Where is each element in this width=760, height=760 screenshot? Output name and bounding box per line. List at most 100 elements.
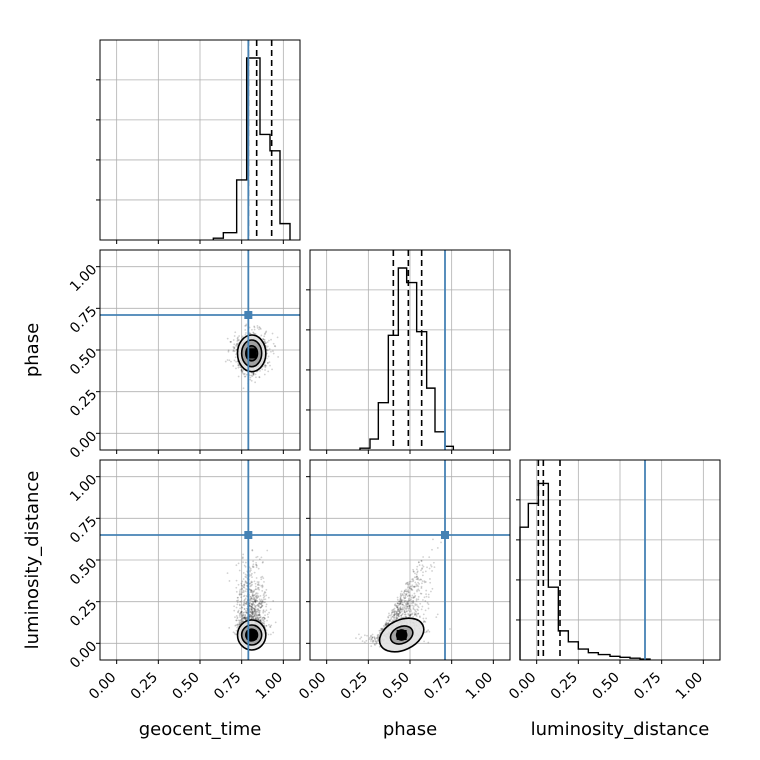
x-tick-label: 1.00 bbox=[253, 670, 286, 703]
scatter-point bbox=[243, 598, 246, 601]
scatter-point bbox=[396, 602, 399, 605]
scatter-point bbox=[379, 631, 382, 634]
scatter-point bbox=[251, 594, 254, 597]
scatter-point bbox=[253, 614, 256, 617]
scatter-point bbox=[251, 581, 254, 584]
scatter-point bbox=[250, 374, 253, 377]
scatter-point bbox=[361, 640, 364, 643]
scatter-point bbox=[391, 610, 394, 613]
scatter-point bbox=[399, 595, 402, 598]
scatter-point bbox=[379, 629, 382, 632]
scatter-point bbox=[403, 610, 406, 612]
scatter-point bbox=[257, 613, 260, 616]
scatter-point bbox=[239, 623, 241, 625]
scatter-point bbox=[371, 641, 374, 643]
scatter-point bbox=[252, 600, 254, 603]
scatter-point bbox=[358, 633, 360, 636]
scatter-point bbox=[256, 596, 259, 599]
scatter-point bbox=[252, 615, 255, 618]
scatter-point bbox=[236, 625, 239, 627]
scatter-point bbox=[261, 602, 263, 604]
scatter-point bbox=[410, 613, 413, 616]
scatter-point bbox=[251, 607, 254, 610]
scatter-point bbox=[240, 606, 243, 609]
scatter-point bbox=[404, 615, 407, 618]
scatter-point bbox=[224, 360, 227, 363]
scatter-point bbox=[250, 379, 253, 382]
scatter-point bbox=[243, 372, 246, 375]
scatter-point bbox=[415, 568, 418, 571]
scatter-point bbox=[430, 590, 432, 593]
scatter-point bbox=[412, 597, 415, 599]
scatter-point bbox=[265, 609, 268, 612]
xlabel-geocent-time: geocent_time bbox=[139, 719, 262, 740]
scatter-point bbox=[257, 596, 259, 598]
scatter-point bbox=[394, 613, 397, 616]
scatter-point bbox=[404, 595, 407, 597]
scatter-point bbox=[253, 328, 256, 331]
scatter-point bbox=[259, 614, 261, 617]
scatter-point bbox=[260, 556, 263, 559]
scatter-point bbox=[256, 617, 259, 619]
scatter-point bbox=[238, 569, 241, 572]
scatter-point bbox=[417, 588, 420, 591]
scatter-point bbox=[249, 591, 252, 594]
scatter-point bbox=[249, 570, 251, 573]
scatter-point bbox=[411, 604, 414, 607]
scatter-point bbox=[376, 638, 379, 641]
scatter-point bbox=[250, 602, 253, 605]
scatter-point bbox=[262, 610, 265, 613]
scatter-point bbox=[399, 592, 402, 595]
scatter-point bbox=[255, 600, 258, 602]
scatter-point bbox=[235, 606, 238, 609]
scatter-point bbox=[423, 631, 426, 634]
scatter-point bbox=[243, 607, 246, 610]
scatter-point bbox=[391, 615, 394, 618]
scatter-point bbox=[250, 612, 253, 615]
scatter-point bbox=[235, 624, 238, 627]
y-tick-label: 1.00 bbox=[67, 472, 100, 505]
scatter-point bbox=[248, 374, 251, 377]
scatter-point bbox=[255, 615, 258, 618]
scatter-point bbox=[377, 633, 380, 636]
scatter-point bbox=[265, 364, 267, 367]
scatter-point bbox=[257, 616, 259, 619]
scatter-point bbox=[266, 362, 269, 364]
y-tick-label: 0.25 bbox=[67, 387, 100, 420]
scatter-point bbox=[263, 623, 266, 625]
scatter-point bbox=[236, 599, 238, 602]
scatter-point bbox=[398, 612, 401, 615]
scatter-point bbox=[246, 594, 248, 597]
scatter-point bbox=[399, 606, 402, 608]
scatter-point bbox=[393, 614, 396, 617]
scatter-point bbox=[416, 605, 419, 608]
scatter-point bbox=[415, 598, 418, 601]
scatter-point bbox=[253, 598, 256, 601]
scatter-point bbox=[395, 610, 397, 613]
scatter-point bbox=[411, 589, 414, 591]
scatter-point bbox=[235, 579, 238, 582]
scatter-point bbox=[380, 627, 382, 630]
scatter-point bbox=[235, 586, 238, 589]
scatter-point bbox=[263, 598, 265, 601]
xlabel-luminosity-distance: luminosity_distance bbox=[531, 719, 710, 740]
scatter-point bbox=[261, 604, 263, 607]
scatter-point bbox=[405, 588, 407, 591]
scatter-point bbox=[392, 615, 394, 618]
scatter-point bbox=[410, 580, 412, 583]
scatter-point bbox=[236, 626, 239, 629]
scatter-point bbox=[241, 587, 244, 590]
x-tick-label: 0.50 bbox=[169, 670, 202, 703]
scatter-point bbox=[390, 611, 393, 614]
scatter-point bbox=[395, 617, 398, 620]
scatter-point bbox=[387, 622, 390, 625]
scatter-point bbox=[397, 614, 400, 617]
scatter-point bbox=[370, 638, 373, 640]
histogram-bar bbox=[588, 653, 598, 660]
scatter-point bbox=[267, 633, 270, 636]
scatter-point bbox=[254, 611, 257, 614]
scatter-point bbox=[415, 585, 418, 588]
scatter-point bbox=[253, 604, 256, 607]
scatter-point bbox=[264, 341, 267, 344]
scatter-point bbox=[277, 356, 280, 358]
